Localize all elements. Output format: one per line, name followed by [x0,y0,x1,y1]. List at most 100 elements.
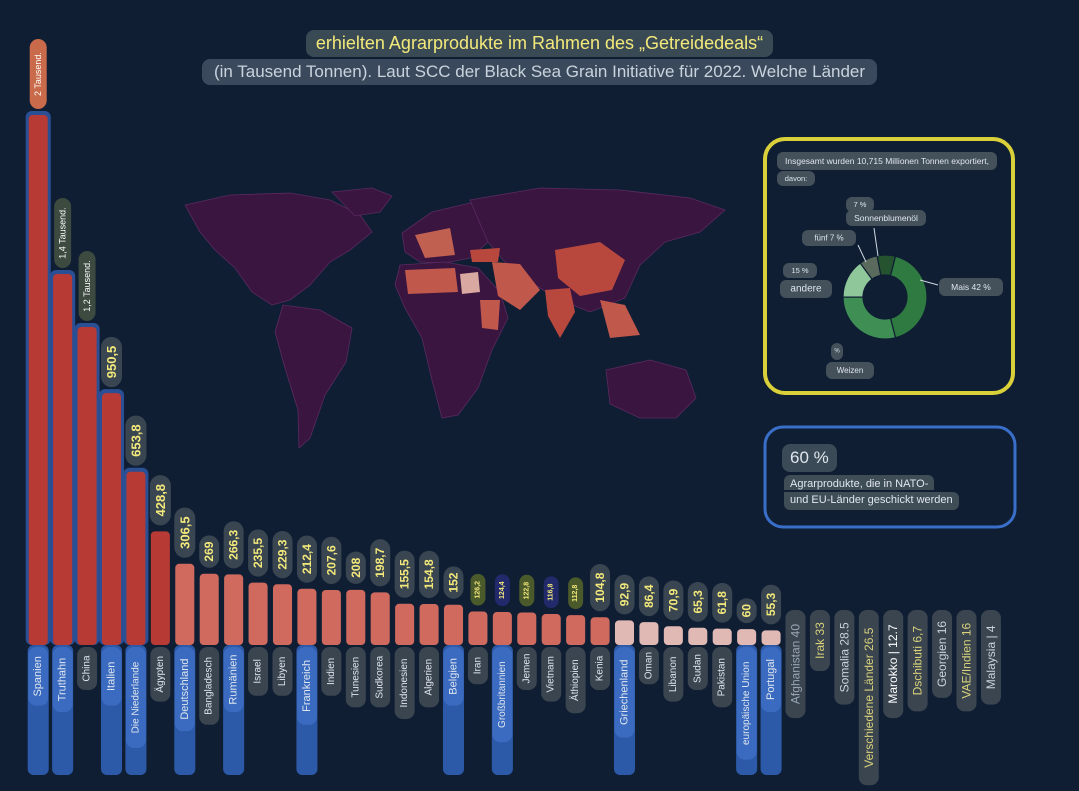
category-label: Die Niederlande [130,661,141,733]
category-label: Irak 33 [813,622,827,659]
bar [492,612,512,645]
value-label-bg [272,531,293,579]
value-label-bg [519,574,535,607]
bar [395,603,415,645]
value-label-bg [394,550,415,598]
value-label-bg [761,584,782,625]
slice-percent-andere-bg [783,263,817,278]
value-label: 65,3 [691,590,705,614]
category-label: Israel [253,659,264,683]
category-label: Spanien [32,656,44,696]
leader-line [873,227,879,257]
category-label: Sudan [692,654,703,683]
leader-line [857,244,867,263]
value-label: 2 Tausend. [33,52,43,96]
bar [517,612,537,645]
value-label-bg [712,582,733,623]
category-label-bg [785,610,806,719]
category-label: Vietnam [546,656,557,693]
category-label-bg [516,647,537,690]
greenland-shape [331,187,393,217]
bar [639,622,659,645]
category-label: Iran [472,657,483,674]
category-label-bg [590,647,611,690]
category-label: Ägypten [154,656,166,693]
slice-percent-weizen-bg [831,343,843,360]
category-label: Frankreich [301,660,313,712]
slice-label-mais: Mais 42 % [951,282,991,292]
category-label: Rumänien [228,654,240,704]
category-label-bg [858,610,879,786]
slice-percent-weizen: % [834,349,840,355]
category-label-bg [834,610,855,705]
category-label-bg [223,647,244,713]
category-label: VAE/Indien 16 [960,622,974,698]
value-label: 116,8 [548,584,555,601]
value-label-bg [687,581,708,622]
middle-east-shape [492,262,540,310]
slice-label-sonnenblumenoel-bg [846,210,926,226]
category-label-bg [125,647,146,748]
value-label: 198,7 [373,547,387,577]
category-label: Georgien 16 [935,621,949,687]
category-label-bg [52,647,73,713]
bar [468,611,488,645]
value-label-bg [568,577,584,610]
value-label-bg [248,529,269,577]
category-label-bg [370,647,391,708]
category-label: Belgien [448,658,460,695]
category-label: Dschibuti 6,7 [911,626,925,696]
value-label-bg [296,535,317,583]
bar [688,627,708,645]
category-label: China [82,655,93,682]
value-label-bg [149,475,171,526]
bar [297,588,317,645]
nato-percent: 60 % [782,444,837,472]
donut-slice [842,296,897,340]
bar [321,589,341,645]
slice-percent-sonnenblumenoel: 7 % [854,200,867,209]
nato-text-line1: Agrarprodukte, die in NATO- [784,475,935,490]
value-label: 92,9 [618,582,632,606]
western-europe-shape [415,228,455,258]
category-label: Bangladesch [204,657,215,715]
value-label: 207,6 [324,545,338,575]
value-label: 70,9 [666,588,680,612]
value-label: 122,8 [523,582,530,600]
india-shape [545,288,575,338]
value-label-bg [174,507,196,558]
value-label-bg [101,336,122,388]
bar [199,573,219,645]
chart-title: erhielten Agrarprodukte im Rahmen des „G… [305,30,774,57]
category-label-bg [28,647,49,706]
bar [346,589,366,645]
north-america-shape [184,192,373,306]
value-label-bg [29,39,47,109]
category-label-bg [712,647,733,708]
value-label-bg [125,415,147,466]
donut-title-line1: Insgesamt wurden 10,715 Millionen Tonnen… [785,156,989,166]
nato-text-line2: und EU-Länder geschickt werden [784,492,959,510]
value-label: 266,3 [227,529,241,559]
nato-panel-frame [763,425,1017,529]
value-label: 86,4 [642,584,656,608]
east-africa-shape [480,300,500,330]
value-label: 55,3 [764,592,778,616]
value-label: 235,5 [251,538,265,568]
donut-title-line2: davon: [785,174,808,183]
value-label: 60 [740,604,754,618]
category-label: Äthiopien [569,659,581,701]
value-label: 155,5 [398,559,412,589]
donut-title-line1-bg [777,152,997,170]
category-label: Kenia [595,655,606,681]
value-label: 428,8 [153,484,168,517]
category-label-bg [296,647,317,725]
category-label: Pakistan [717,658,728,696]
category-label-bg [199,647,220,725]
value-label: 152 [447,572,461,592]
bar [175,563,195,645]
category-label: Indonesien [399,659,410,708]
category-label: Malaysia | 4 [984,625,998,689]
bar [272,584,293,645]
value-label-bg [543,576,559,609]
